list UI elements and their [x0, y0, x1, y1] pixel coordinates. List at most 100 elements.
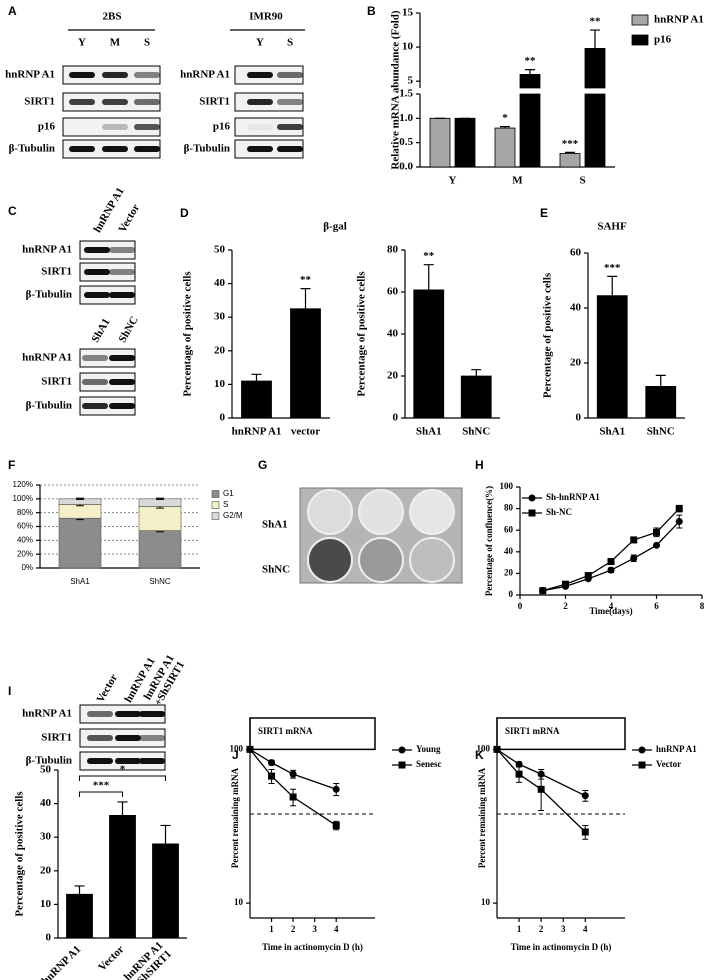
band — [102, 124, 128, 130]
series-line — [496, 748, 586, 833]
x-tick-label: 1 — [517, 924, 522, 934]
y-tick-label: 60% — [17, 522, 33, 531]
y-tick-label: 80 — [504, 503, 514, 513]
series-line — [249, 748, 337, 790]
legend-swatch — [631, 34, 649, 46]
chart: 10 100 1 2 3 4 SIRT1 mRNA hnRNP A1 Vector Time in… — [477, 717, 697, 952]
y-tick-label: 40 — [387, 328, 399, 340]
band — [84, 269, 110, 275]
significance: *** — [604, 262, 621, 274]
bar — [645, 385, 677, 419]
panel-label: G — [258, 458, 267, 472]
bar — [519, 73, 541, 168]
x-tick-label: ShNC — [149, 577, 171, 586]
marker — [246, 745, 254, 753]
y-tick-label: 10 — [402, 41, 414, 53]
band — [115, 758, 141, 764]
marker — [607, 566, 615, 574]
bar — [454, 117, 476, 168]
y-tick-label: 40 — [40, 797, 52, 809]
panel-label: F — [8, 458, 15, 472]
y-tick-label: 5 — [408, 75, 414, 87]
band — [109, 403, 135, 409]
chart: 0% 20% 40% 60% 80% 100% 120% ShA1 ShNC G1 S G2/M — [13, 480, 243, 586]
marker — [289, 770, 297, 778]
significance: ** — [525, 55, 537, 67]
series-line — [496, 748, 586, 797]
row-label: β-Tubulin — [9, 143, 55, 155]
legend-marker — [638, 761, 646, 769]
y-tick-label: 0 — [576, 412, 582, 424]
error-bar — [74, 885, 85, 895]
band — [69, 124, 95, 130]
y-tick-label: 100 — [500, 481, 514, 491]
y-tick-label: 1.0 — [399, 112, 413, 124]
legend-swatch — [211, 490, 220, 498]
marker — [515, 760, 523, 768]
error-bar — [251, 373, 262, 382]
x-tick-label: 4 — [609, 601, 614, 611]
legend-label: hnRNP A1 — [656, 744, 697, 754]
row-label: hnRNP A1 — [22, 244, 72, 256]
panel-label: B — [367, 4, 376, 18]
y-axis-label: Percentage of positive cells — [542, 272, 554, 398]
y-tick-label: 0.5 — [399, 136, 413, 148]
bracket — [79, 775, 166, 781]
marker — [653, 541, 660, 549]
y-tick-label: 0 — [393, 412, 399, 424]
legend-label: Senesc — [416, 759, 442, 769]
row-label: SIRT1 — [41, 732, 72, 744]
panel-label: J — [232, 748, 239, 762]
y-axis-label: Percentage of positive cells — [182, 271, 194, 397]
blot-group-label: 2BS — [103, 11, 122, 23]
error-bar — [500, 126, 510, 129]
band — [134, 99, 160, 105]
marker — [537, 785, 545, 793]
band — [134, 72, 160, 78]
y-axis-label: Percent remaining mRNA — [230, 767, 240, 868]
y-tick-label: 10 — [214, 378, 226, 390]
bracket — [79, 791, 123, 797]
legend-label: S — [223, 500, 228, 509]
panel-label: K — [475, 748, 484, 762]
band — [247, 72, 273, 78]
legend-swatch — [211, 501, 220, 509]
x-tick-label: 2 — [291, 924, 296, 934]
row-label: p16 — [213, 121, 231, 133]
row-label: β-Tubulin — [184, 143, 230, 155]
error-bar — [300, 288, 311, 309]
row-label: β-Tubulin — [26, 289, 72, 301]
y-tick-label: 40% — [17, 535, 33, 544]
well — [358, 537, 404, 583]
legend-marker — [398, 761, 406, 769]
row-label: SIRT1 — [41, 376, 72, 388]
band — [247, 99, 273, 105]
y-tick-label: 30 — [214, 311, 226, 323]
bar — [413, 289, 445, 419]
band — [69, 72, 95, 78]
x-tick-label: hnRNP A1 — [232, 426, 282, 438]
lane-label: S — [287, 37, 293, 49]
series-line — [249, 748, 337, 826]
bar — [460, 375, 492, 419]
x-tick-label: 6 — [654, 601, 659, 611]
error-bar — [160, 824, 171, 844]
legend-marker — [638, 746, 646, 754]
legend-marker — [528, 509, 536, 517]
row-label: SIRT1 — [41, 266, 72, 278]
marker — [332, 785, 340, 793]
x-tick-label: 3 — [312, 924, 317, 934]
lane-label: M — [110, 37, 121, 49]
band — [87, 711, 113, 717]
marker — [584, 572, 592, 580]
significance: ** — [590, 16, 602, 28]
well — [307, 489, 353, 535]
row-label: ShA1 — [262, 519, 288, 531]
band — [82, 403, 108, 409]
band — [277, 146, 303, 152]
well — [409, 537, 455, 583]
bar — [429, 117, 451, 168]
y-tick-label: 10 — [40, 898, 52, 910]
row-label: hnRNP A1 — [180, 69, 230, 81]
